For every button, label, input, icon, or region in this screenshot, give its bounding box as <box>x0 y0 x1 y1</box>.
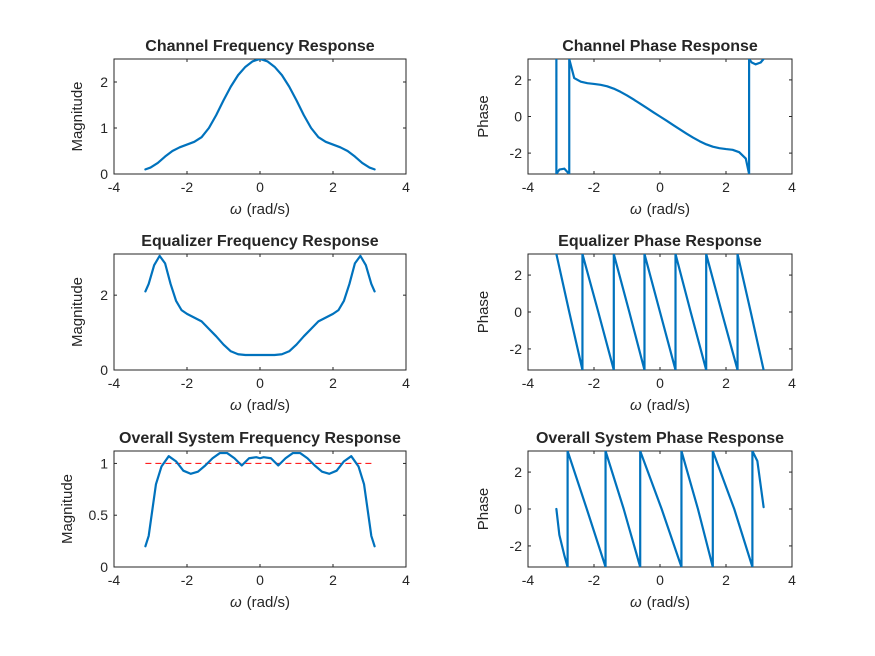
series-line-0 <box>144 59 376 171</box>
x-tick-label: 0 <box>256 572 264 588</box>
x-tick-label: -2 <box>588 179 601 195</box>
subplot-0: Channel Frequency Response -4 -2 0 2 4 0 1 2 ω (ra… <box>69 38 410 218</box>
x-tick-label: 2 <box>722 375 730 391</box>
x-axis-unit: (rad/s) <box>647 201 690 218</box>
y-tick-label: 0 <box>100 166 108 182</box>
x-axis-symbol: ω <box>630 594 642 611</box>
series-line-0 <box>555 451 765 567</box>
subplot-4: Overall System Frequency Response -4 -2 0 2 4… <box>59 430 410 611</box>
x-tick-label: 2 <box>329 179 337 195</box>
y-tick-label: 2 <box>100 287 108 303</box>
x-axis-unit: (rad/s) <box>647 397 690 414</box>
x-tick-label: -2 <box>181 572 194 588</box>
x-axis-symbol: ω <box>230 594 242 611</box>
x-tick-label: -4 <box>108 375 121 391</box>
x-axis-unit: (rad/s) <box>247 594 290 611</box>
x-tick-label: -2 <box>181 375 194 391</box>
x-tick-label: -4 <box>108 179 121 195</box>
y-tick-label: -2 <box>510 145 523 161</box>
y-tick-label: 2 <box>514 464 522 480</box>
y-tick-label: 0.5 <box>89 507 109 523</box>
x-tick-label: 2 <box>722 572 730 588</box>
x-tick-label: -4 <box>522 375 535 391</box>
y-axis-label: Magnitude <box>59 474 76 544</box>
y-tick-label: 2 <box>514 72 522 88</box>
x-axis-symbol: ω <box>630 201 642 218</box>
x-tick-label: 4 <box>402 179 410 195</box>
x-tick-label: 4 <box>788 375 796 391</box>
x-tick-label: 0 <box>656 375 664 391</box>
chart-title: Equalizer Phase Response <box>558 233 762 250</box>
chart-title: Channel Phase Response <box>562 38 758 55</box>
y-axis-label: Magnitude <box>69 277 86 347</box>
axes-box <box>113 58 407 175</box>
x-tick-label: 0 <box>256 375 264 391</box>
x-axis-unit: (rad/s) <box>247 397 290 414</box>
y-axis-label: Phase <box>475 95 492 138</box>
x-tick-label: -2 <box>588 375 601 391</box>
x-axis-symbol: ω <box>630 397 642 414</box>
y-tick-label: 2 <box>514 267 522 283</box>
x-tick-label: 0 <box>656 179 664 195</box>
series-line-0 <box>555 59 765 174</box>
y-axis-label: Phase <box>475 488 492 531</box>
x-tick-label: 2 <box>329 375 337 391</box>
subplot-1: Channel Phase Response -4 -2 0 2 4 -2 0 2 ω (rad/s… <box>475 38 796 218</box>
x-tick-label: 4 <box>402 375 410 391</box>
x-tick-label: -4 <box>108 572 121 588</box>
y-tick-label: 2 <box>100 74 108 90</box>
x-tick-label: -4 <box>522 572 535 588</box>
x-axis-label: ω (rad/s) <box>630 201 690 218</box>
x-axis-label: ω (rad/s) <box>630 594 690 611</box>
y-tick-label: 0 <box>514 304 522 320</box>
series-line-0 <box>144 254 376 357</box>
x-tick-label: 4 <box>402 572 410 588</box>
y-tick-label: 0 <box>514 109 522 125</box>
chart-title: Overall System Phase Response <box>536 430 784 447</box>
x-axis-label: ω (rad/s) <box>230 397 290 414</box>
chart-title: Equalizer Frequency Response <box>141 233 379 250</box>
axes-box <box>113 450 407 568</box>
x-tick-label: -2 <box>588 572 601 588</box>
series-line-0 <box>144 451 376 548</box>
y-tick-label: 1 <box>100 120 108 136</box>
x-axis-label: ω (rad/s) <box>630 397 690 414</box>
y-axis-label: Phase <box>475 291 492 334</box>
x-axis-symbol: ω <box>230 397 242 414</box>
y-tick-label: 1 <box>100 455 108 471</box>
y-tick-label: -2 <box>510 538 523 554</box>
axes-box <box>527 450 793 568</box>
x-tick-label: 0 <box>256 179 264 195</box>
chart-title: Overall System Frequency Response <box>119 430 401 447</box>
y-tick-label: -2 <box>510 341 523 357</box>
x-axis-label: ω (rad/s) <box>230 594 290 611</box>
x-axis-symbol: ω <box>230 201 242 218</box>
x-axis-unit: (rad/s) <box>247 201 290 218</box>
subplot-3: Equalizer Phase Response -4 -2 0 2 4 -2 0 2 ω (rad… <box>475 233 796 414</box>
y-axis-label: Magnitude <box>69 81 86 151</box>
x-tick-label: -2 <box>181 179 194 195</box>
x-tick-label: 4 <box>788 179 796 195</box>
x-axis-unit: (rad/s) <box>647 594 690 611</box>
subplot-5: Overall System Phase Response -4 -2 0 2 4 -2 0 2… <box>475 430 796 611</box>
chart-title: Channel Frequency Response <box>145 38 374 55</box>
x-tick-label: 4 <box>788 572 796 588</box>
y-tick-label: 0 <box>100 362 108 378</box>
axes-box <box>113 253 407 371</box>
subplot-2: Equalizer Frequency Response -4 -2 0 2 4 0 2 ω (r… <box>69 233 410 414</box>
x-tick-label: 0 <box>656 572 664 588</box>
series-line-0 <box>555 254 765 370</box>
x-tick-label: 2 <box>329 572 337 588</box>
y-tick-label: 0 <box>100 559 108 575</box>
y-tick-label: 0 <box>514 501 522 517</box>
x-tick-label: 2 <box>722 179 730 195</box>
x-tick-label: -4 <box>522 179 535 195</box>
x-axis-label: ω (rad/s) <box>230 201 290 218</box>
